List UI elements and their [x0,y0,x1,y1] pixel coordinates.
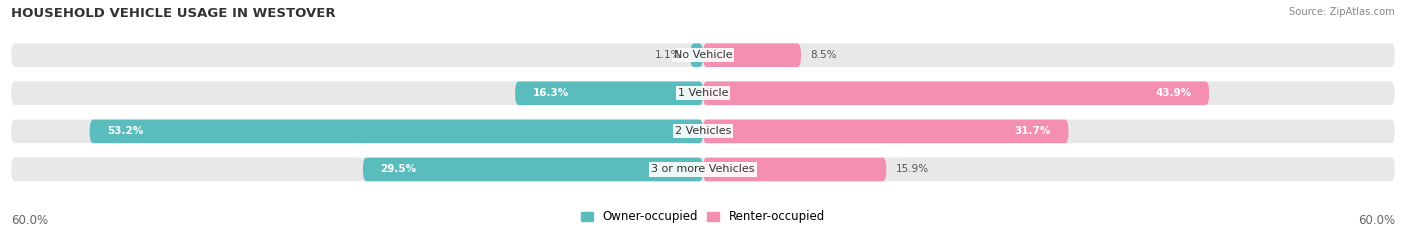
FancyBboxPatch shape [703,81,1209,105]
Text: 1 Vehicle: 1 Vehicle [678,88,728,98]
Legend: Owner-occupied, Renter-occupied: Owner-occupied, Renter-occupied [576,206,830,228]
FancyBboxPatch shape [515,81,703,105]
Text: 53.2%: 53.2% [107,126,143,136]
FancyBboxPatch shape [90,120,703,143]
FancyBboxPatch shape [11,120,1395,143]
Text: 15.9%: 15.9% [896,165,928,175]
Text: 8.5%: 8.5% [810,50,837,60]
FancyBboxPatch shape [703,158,886,181]
Text: 43.9%: 43.9% [1156,88,1192,98]
Text: 31.7%: 31.7% [1015,126,1052,136]
Text: 16.3%: 16.3% [533,88,568,98]
Text: HOUSEHOLD VEHICLE USAGE IN WESTOVER: HOUSEHOLD VEHICLE USAGE IN WESTOVER [11,7,336,20]
FancyBboxPatch shape [703,43,801,67]
FancyBboxPatch shape [11,158,1395,181]
FancyBboxPatch shape [363,158,703,181]
Text: No Vehicle: No Vehicle [673,50,733,60]
FancyBboxPatch shape [11,81,1395,105]
Text: 60.0%: 60.0% [11,214,48,227]
Text: 2 Vehicles: 2 Vehicles [675,126,731,136]
FancyBboxPatch shape [690,43,703,67]
FancyBboxPatch shape [11,43,1395,67]
Text: 29.5%: 29.5% [380,165,416,175]
Text: 60.0%: 60.0% [1358,214,1395,227]
Text: 3 or more Vehicles: 3 or more Vehicles [651,165,755,175]
Text: 1.1%: 1.1% [655,50,681,60]
FancyBboxPatch shape [703,120,1069,143]
Text: Source: ZipAtlas.com: Source: ZipAtlas.com [1289,7,1395,17]
